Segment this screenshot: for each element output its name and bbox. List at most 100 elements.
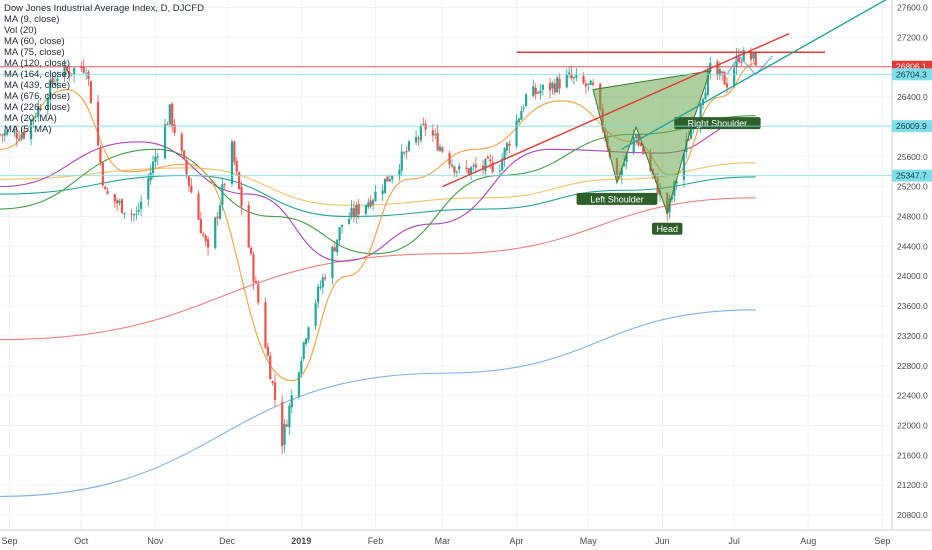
price-label: 26704.3	[896, 69, 927, 79]
candle-body	[307, 327, 310, 340]
candle-body	[587, 83, 590, 85]
candle-body	[336, 239, 339, 253]
candle-body	[391, 175, 394, 180]
candle-body	[754, 51, 757, 66]
price-tick-label: 20800.0	[897, 510, 928, 520]
candle-body	[522, 107, 525, 109]
trend-line	[442, 32, 790, 188]
candle-body	[525, 94, 528, 106]
candle-body	[104, 186, 107, 190]
candle-body	[333, 247, 336, 252]
time-tick-label: Sep	[874, 536, 890, 546]
time-tick-label: Jul	[728, 536, 740, 546]
time-tick-label: Dec	[219, 536, 236, 546]
time-tick-label: Feb	[368, 536, 384, 546]
candle-body	[240, 187, 243, 207]
candle-body	[130, 213, 133, 215]
candle-body	[18, 138, 21, 140]
candle-body	[15, 132, 18, 139]
price-axis-background	[892, 0, 932, 530]
candle-body	[257, 284, 260, 303]
candle-body	[1, 134, 4, 136]
candle-body	[29, 119, 33, 140]
candle-body	[331, 247, 334, 279]
candle-body	[106, 191, 109, 194]
candle-body	[120, 199, 124, 214]
candle-body	[450, 164, 454, 167]
candle-body	[46, 98, 49, 111]
candle-body	[273, 382, 277, 400]
candle-body	[682, 153, 686, 180]
candle-body	[156, 156, 159, 158]
candle-body	[319, 286, 322, 288]
candle-body	[149, 172, 152, 181]
candle-body	[704, 92, 707, 100]
candle-body	[735, 55, 738, 68]
price-tick-label: 27600.0	[897, 2, 928, 12]
candle-body	[675, 181, 678, 184]
candle-body	[171, 103, 174, 127]
candle-body	[422, 123, 425, 125]
candle-body	[355, 205, 358, 217]
candle-body	[706, 71, 709, 95]
candle-body	[214, 217, 217, 248]
candle-body	[472, 165, 475, 167]
candle-body	[235, 161, 238, 172]
candle-body	[197, 193, 200, 220]
price-tick-label: 23200.0	[897, 331, 928, 341]
candle-body	[388, 179, 391, 182]
candle-body	[137, 209, 140, 212]
price-label: 26806.1	[896, 62, 927, 72]
price-tick-label: 22400.0	[897, 391, 928, 401]
candle-body	[515, 120, 518, 146]
candle-body	[216, 216, 219, 219]
price-tick-label: 22000.0	[897, 420, 928, 430]
candle-body	[568, 72, 571, 75]
candle-body	[415, 136, 418, 143]
candle-body	[34, 116, 37, 118]
candle-body	[398, 169, 401, 176]
candle-body	[96, 101, 100, 146]
candle-body	[670, 196, 674, 200]
candle-body	[87, 71, 90, 80]
candle-body	[290, 395, 293, 408]
candle-body	[467, 168, 470, 175]
candle-body	[436, 132, 439, 151]
candle-body	[139, 201, 143, 209]
candle-body	[238, 172, 241, 190]
candle-body	[709, 63, 712, 73]
candle-body	[254, 280, 257, 283]
candle-body	[721, 71, 724, 74]
candle-body	[266, 346, 269, 356]
candle-body	[534, 87, 537, 95]
candle-body	[419, 125, 422, 141]
candle-body	[725, 83, 729, 88]
candle-body	[553, 83, 556, 93]
pattern-polygon	[592, 70, 711, 215]
time-tick-label: Nov	[147, 536, 164, 546]
candle-body	[190, 185, 193, 193]
candle-body	[249, 247, 253, 254]
candle-body	[314, 303, 317, 326]
price-tick-label: 26400.0	[897, 92, 928, 102]
candle-body	[123, 213, 126, 215]
candle-body	[539, 90, 542, 94]
candle-body	[570, 73, 573, 79]
candle-body	[403, 152, 406, 154]
price-tick-label: 24000.0	[897, 271, 928, 281]
candle-body	[431, 130, 434, 136]
candle-body	[589, 80, 592, 85]
price-label-bg	[892, 169, 932, 182]
candle-body	[285, 424, 289, 427]
candle-body	[369, 200, 372, 207]
time-tick-label: May	[580, 536, 598, 546]
candle-body	[252, 254, 255, 282]
time-axis: Sep Oct Nov Dec 2019 Feb Mar Apr May Jun Jul Aug Sep	[0, 529, 932, 550]
candle-body	[3, 132, 6, 136]
candle-body	[690, 128, 693, 139]
trend-lines[interactable]	[0, 0, 892, 188]
left-shoulder-label: Left Shoulder	[590, 194, 644, 204]
candle-body	[118, 200, 121, 203]
